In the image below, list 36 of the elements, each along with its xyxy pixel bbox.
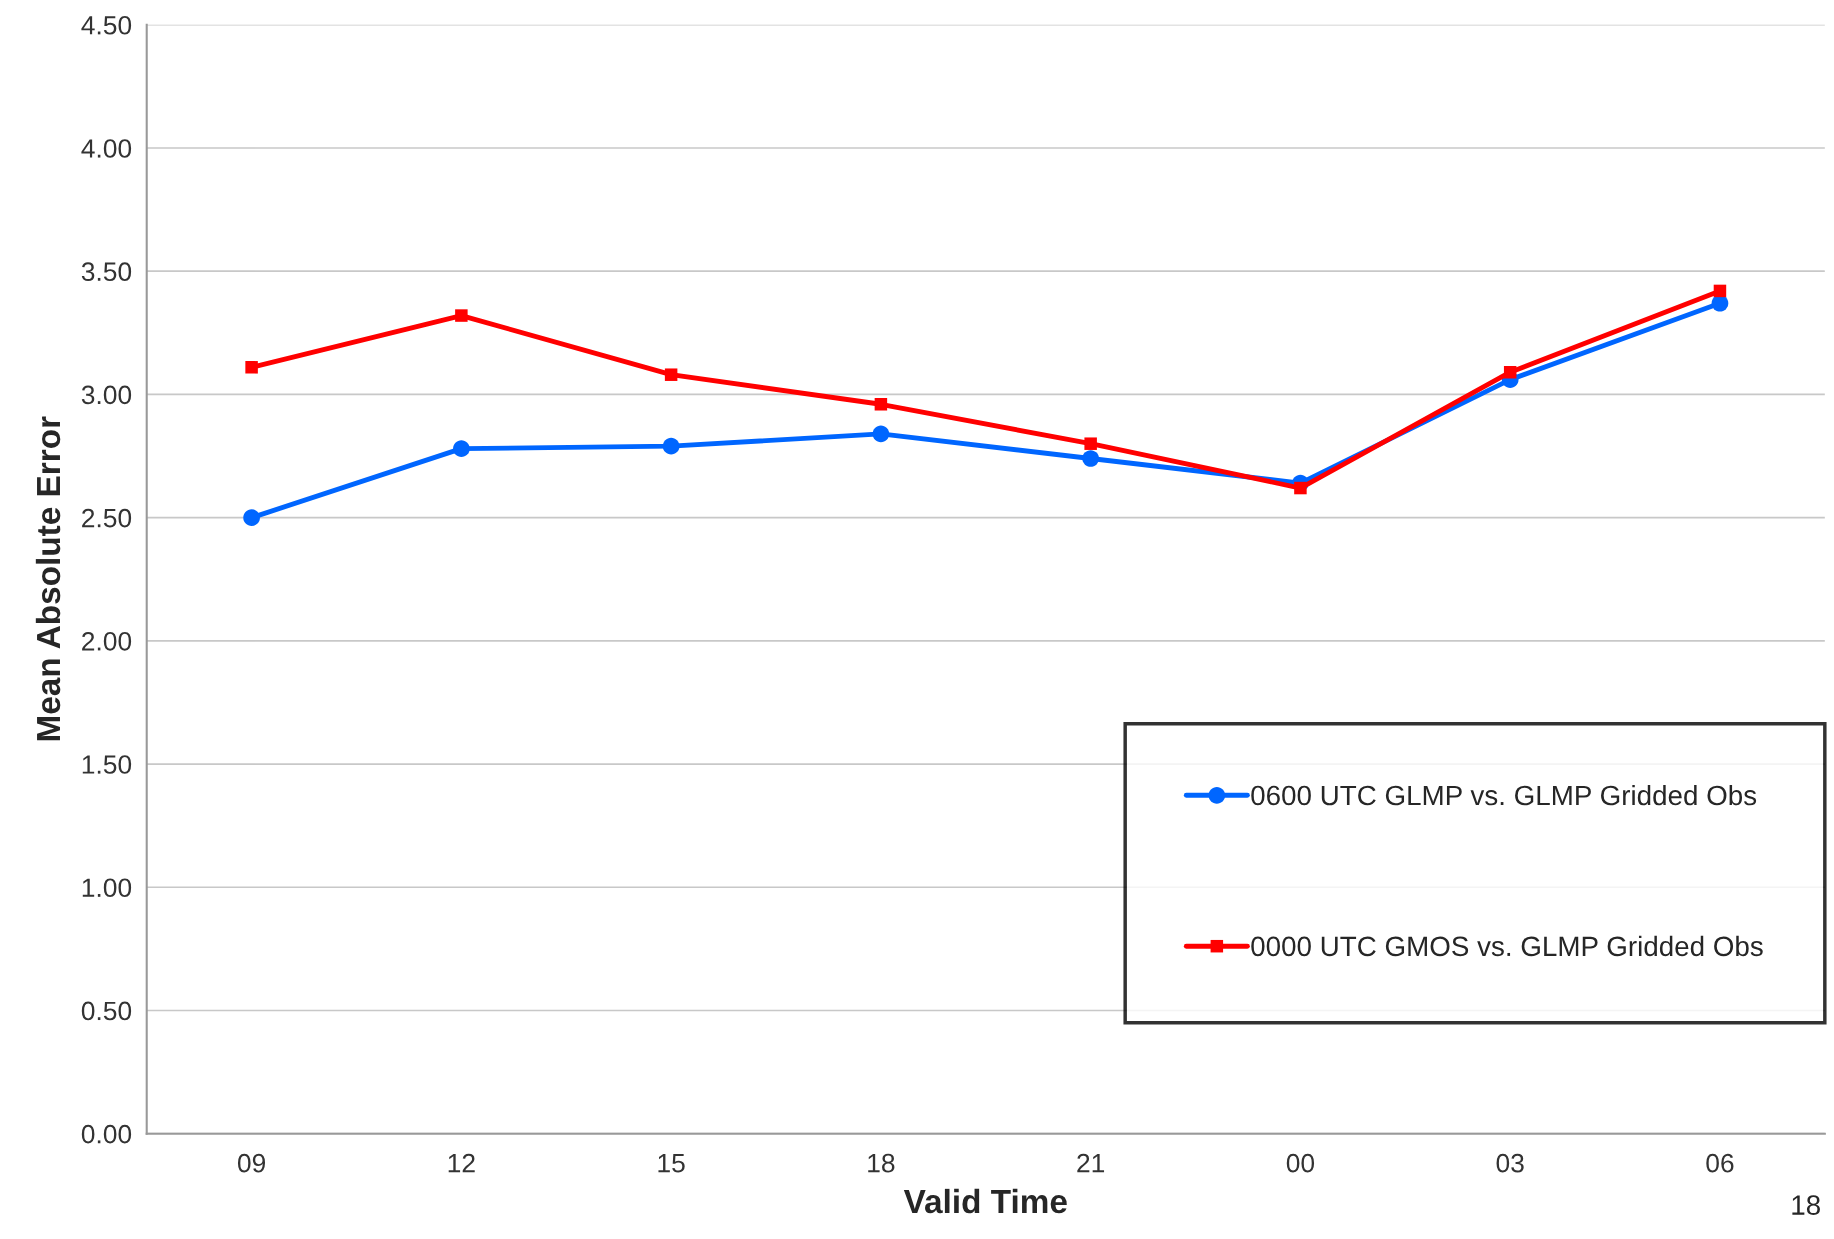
y-tick-label: 4.50 (81, 15, 132, 35)
point (664, 368, 678, 381)
legend-label: 0600 UTC GLMP vs. GLMP Gridded Obs (1251, 784, 1757, 806)
x-tick-label: 03 (1496, 1153, 1524, 1173)
x-tick-label: 00 (1286, 1153, 1315, 1173)
point (1082, 450, 1099, 467)
point (874, 398, 888, 411)
point (455, 309, 468, 322)
text: 18 (1792, 1195, 1820, 1215)
point (1084, 437, 1097, 450)
y-tick-label: 2.00 (82, 631, 132, 651)
point (1713, 284, 1727, 298)
y-tick-label: 1.00 (82, 878, 132, 898)
point (662, 437, 680, 455)
y-tick-label: 3.00 (81, 385, 132, 405)
y-tick-label: 4.00 (81, 139, 132, 158)
point (1294, 481, 1307, 495)
x-tick-label: 09 (237, 1153, 266, 1173)
x-tick-label: 18 (868, 1153, 895, 1173)
x-tick-label: 12 (448, 1153, 475, 1173)
y-tick-label: 0.00 (81, 1124, 132, 1144)
x-tick-label: 21 (1077, 1153, 1105, 1173)
point (245, 361, 258, 374)
x-tick-label: 06 (1706, 1153, 1734, 1173)
y-tick-label: 0.50 (81, 1001, 132, 1021)
point (243, 509, 260, 526)
y-tick-label: 3.50 (81, 262, 132, 282)
legend-label: 0000 UTC GMOS vs. GLMP Gridded Obs (1251, 935, 1763, 957)
x-tick-label: 15 (658, 1154, 685, 1173)
point (453, 440, 470, 457)
y-tick-label: 2.50 (82, 508, 132, 528)
point (872, 425, 890, 443)
point (1503, 365, 1517, 379)
x-axis-title: Valid Time (903, 1188, 1067, 1214)
y-axis-title: Mean Absolute Error (35, 416, 61, 741)
y-tick-label: 1.50 (82, 755, 132, 774)
